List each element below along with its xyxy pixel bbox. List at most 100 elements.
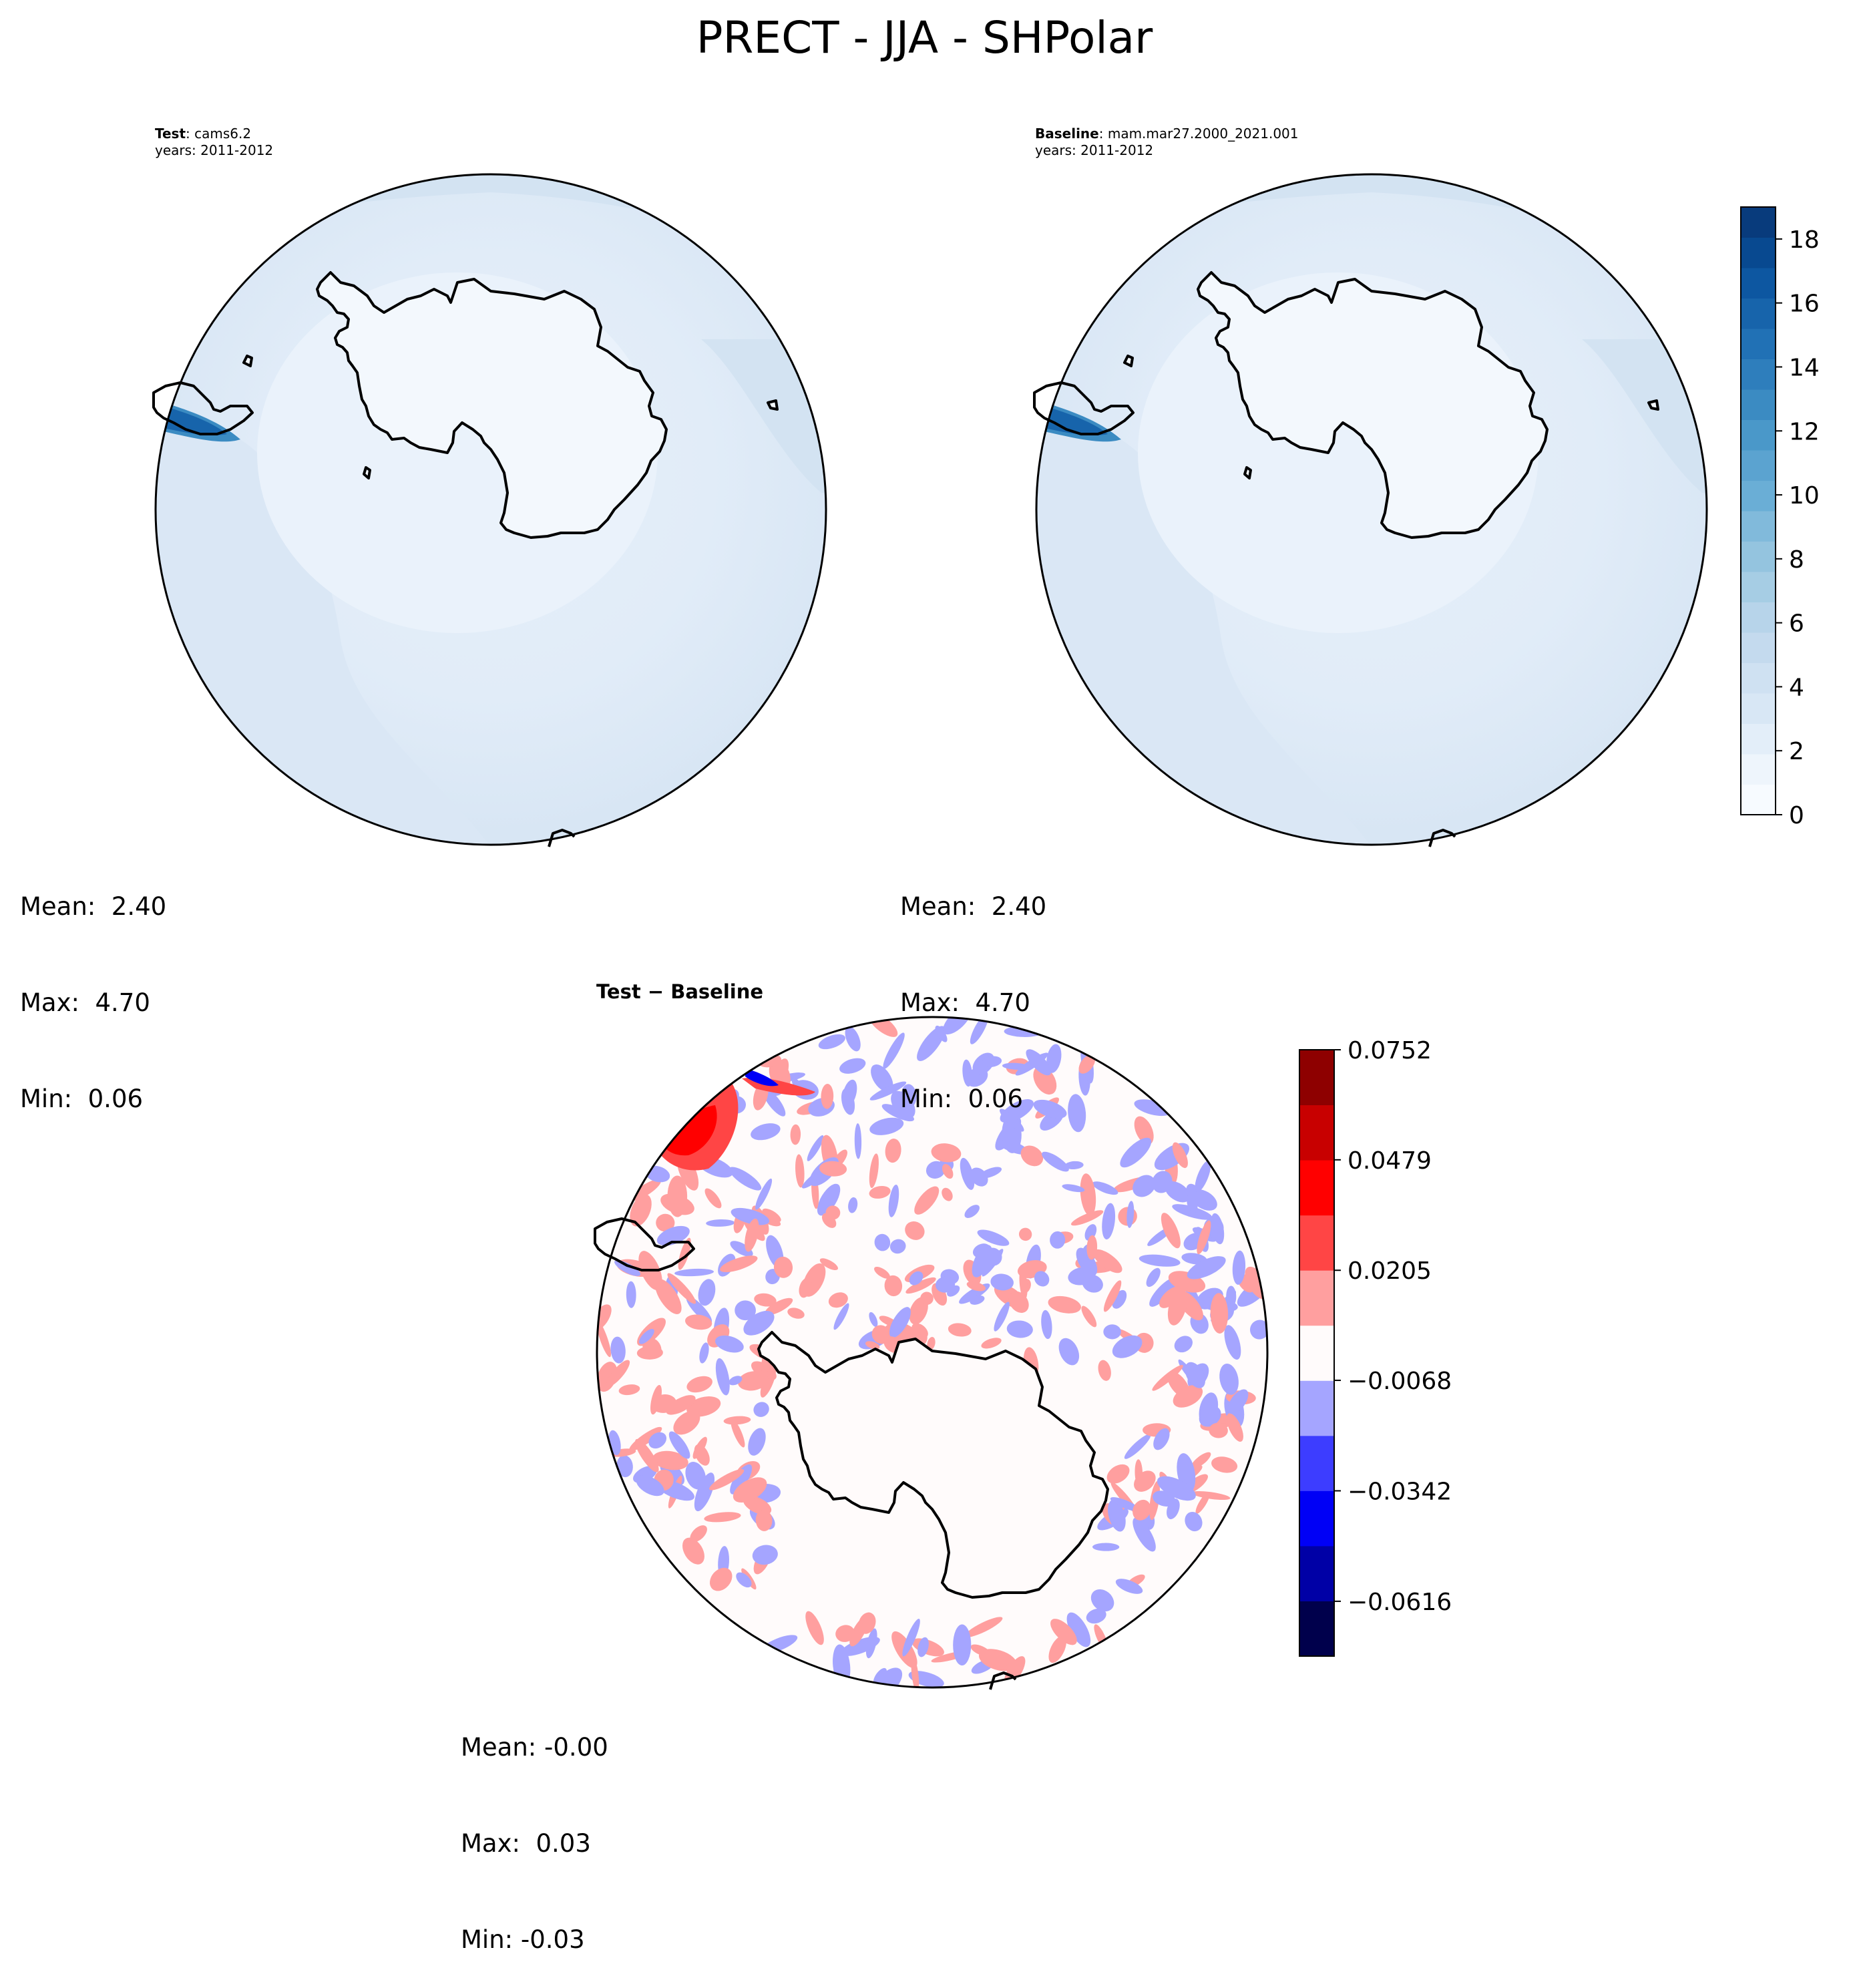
difference-anomaly-patch (674, 1268, 714, 1277)
difference-anomaly-patch (762, 1208, 781, 1223)
difference-anomaly-patch (1227, 1389, 1249, 1414)
difference-anomaly-patch (1126, 1201, 1135, 1228)
difference-anomaly-patch (1068, 1094, 1086, 1133)
difference-anomaly-patch (977, 1229, 1010, 1246)
main-colorbar-swatch (1741, 511, 1776, 542)
difference-anomaly-patch (1019, 1267, 1028, 1300)
difference-anomaly-patch (1133, 1499, 1151, 1521)
difference-anomaly-patch (715, 1335, 744, 1353)
difference-anomaly-patch (685, 1462, 706, 1490)
main-colorbar-swatch (1741, 632, 1776, 663)
difference-anomaly-patch (597, 1304, 612, 1332)
baseline-coastlines (1033, 271, 1659, 847)
difference-colorbar-tick-label: −0.0616 (1348, 1589, 1452, 1616)
difference-anomaly-patch (871, 1064, 893, 1092)
test-years: years: 2011-2012 (155, 142, 274, 158)
difference-anomaly-patch (1146, 1267, 1161, 1287)
test-label-bold: Test (155, 126, 186, 142)
difference-anomaly-patch (753, 1402, 769, 1417)
difference-map (594, 1016, 1269, 1690)
difference-anomaly-patch (888, 1184, 899, 1217)
baseline-kerguelen (1647, 399, 1659, 411)
test-map-boundary (154, 173, 827, 846)
difference-anomaly-patch (652, 1450, 688, 1470)
difference-anomaly-patch (1133, 1175, 1156, 1197)
difference-anomaly-patch (1058, 1338, 1080, 1366)
difference-anomaly-patch (763, 1088, 786, 1117)
test-max: Max: 4.70 (20, 988, 150, 1017)
difference-anomaly-patch (1108, 1499, 1126, 1532)
difference-colorbar-swatch (1299, 1601, 1334, 1657)
test-coastlines (152, 271, 779, 847)
difference-anomaly-patch (960, 1157, 975, 1190)
difference-colorbar-tick-label: −0.0342 (1348, 1478, 1452, 1505)
baseline-stats: Mean: 2.40 Max: 4.70 Min: 0.06 (900, 827, 1046, 1147)
difference-anomaly-patch (715, 1358, 730, 1396)
difference-anomaly-patch (1209, 1422, 1228, 1438)
difference-anomaly-patch (1034, 1271, 1050, 1287)
main-colorbar-frame (1740, 206, 1776, 815)
difference-anomaly-patch (1086, 1608, 1106, 1624)
difference-anomaly-patch (1070, 1210, 1104, 1226)
difference-anomaly-patch (1090, 1589, 1114, 1612)
difference-anomaly-patch (635, 1438, 659, 1472)
difference-colorbar-swatches (1299, 1050, 1334, 1657)
main-colorbar-swatch (1741, 662, 1776, 694)
difference-anomaly-patch (754, 1293, 777, 1307)
figure-title: PRECT - JJA - SHPolar (696, 12, 1153, 63)
main-colorbar-tick-label: 4 (1789, 674, 1804, 701)
difference-anomaly-patch (1185, 1362, 1206, 1388)
difference-anomaly-patch (1172, 1142, 1188, 1169)
difference-colorbar-swatch (1299, 1490, 1334, 1547)
difference-anomaly-patch (1134, 1470, 1156, 1492)
difference-anomaly-patch (869, 1312, 878, 1328)
difference-anomaly-patch (833, 1303, 849, 1330)
difference-anomaly-patch (1092, 1181, 1118, 1195)
difference-anomaly-patch (920, 1291, 934, 1306)
difference-anomaly-patch (636, 1475, 664, 1497)
difference-coastlines (594, 1217, 1109, 1690)
difference-anomaly-patch (1076, 1247, 1098, 1276)
difference-anomaly-patch (835, 1625, 855, 1642)
difference-anomaly-patch (821, 1084, 834, 1109)
difference-anomaly-patch (709, 1469, 745, 1490)
difference-anomaly-patch (1224, 1325, 1241, 1360)
baseline-field (1036, 174, 1707, 845)
difference-colorbar-swatch (1299, 1105, 1334, 1161)
difference-anomaly-patch (673, 1410, 700, 1435)
difference-anomaly-patch (935, 1276, 956, 1293)
main-colorbar-swatch (1741, 298, 1776, 329)
difference-anomaly-patch (709, 1567, 733, 1591)
difference-anomaly-patch (686, 1376, 712, 1393)
difference-anomaly-patch (873, 1667, 903, 1687)
difference-anomaly-patch (884, 1275, 903, 1297)
difference-anomaly-patch (1199, 1392, 1219, 1426)
difference-mean: Mean: -0.00 (461, 1733, 608, 1762)
difference-anomaly-patch (1153, 1428, 1170, 1450)
difference-anomaly-patch (1033, 1099, 1067, 1119)
difference-anomaly-patch (1103, 1324, 1121, 1340)
difference-anomaly-patch (1149, 1277, 1178, 1307)
difference-anomaly-patch (972, 1245, 993, 1277)
main-colorbar-swatch (1741, 480, 1776, 512)
difference-anomaly-patch (1219, 1364, 1239, 1395)
main-colorbar-swatch (1741, 268, 1776, 299)
difference-anomaly-patch (752, 1545, 778, 1565)
test-antarctica (316, 271, 668, 539)
main-colorbar-swatch (1741, 329, 1776, 359)
difference-anomaly-patch (1210, 1293, 1229, 1334)
difference-anomaly-patch (848, 1197, 858, 1213)
difference-anomaly-patch (883, 1032, 905, 1069)
difference-anomaly-patch (1102, 1203, 1116, 1240)
difference-anomaly-patch (1046, 1044, 1062, 1073)
difference-positive-core (658, 1105, 717, 1156)
baseline-min: Min: 0.06 (900, 1084, 1024, 1113)
difference-anomaly-patch (1173, 1385, 1203, 1408)
difference-anomaly-patch (819, 1161, 847, 1177)
main-colorbar-swatch (1741, 541, 1776, 572)
difference-anomaly-patch (1042, 1151, 1069, 1172)
difference-anomaly-patch (610, 1336, 626, 1364)
main-colorbar-tick-label: 16 (1789, 290, 1820, 318)
difference-anomaly-patch (1226, 1413, 1243, 1442)
difference-anomaly-patch (942, 1187, 953, 1201)
